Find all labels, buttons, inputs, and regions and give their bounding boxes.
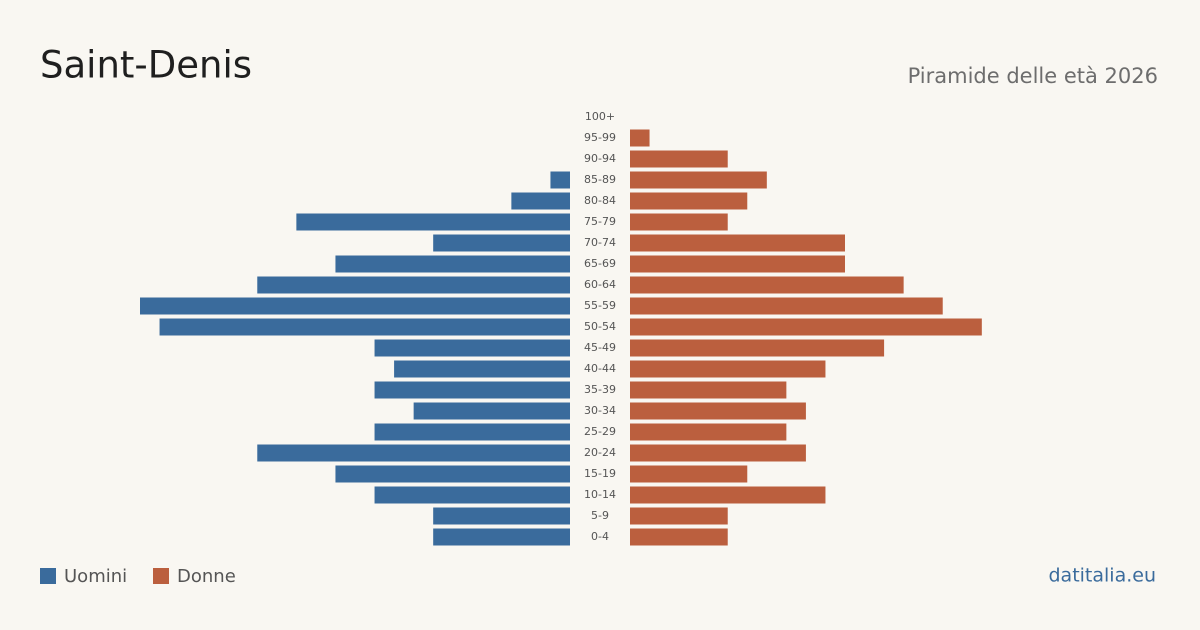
chart-subtitle: Piramide delle età 2026 xyxy=(908,64,1158,88)
age-label: 25-29 xyxy=(584,425,616,438)
age-label: 20-24 xyxy=(584,446,616,459)
age-label: 60-64 xyxy=(584,278,616,291)
bar xyxy=(630,297,943,315)
bar xyxy=(630,171,767,189)
bar xyxy=(159,318,570,336)
bar xyxy=(394,360,570,378)
age-label: 15-19 xyxy=(584,467,616,480)
bar xyxy=(630,423,787,441)
bar xyxy=(630,150,728,168)
legend-swatch xyxy=(153,568,169,584)
bar xyxy=(433,234,570,252)
bar xyxy=(630,318,982,336)
age-label: 85-89 xyxy=(584,173,616,186)
bar xyxy=(257,276,570,294)
bar xyxy=(630,486,826,504)
age-label: 0-4 xyxy=(591,530,609,543)
bar xyxy=(630,507,728,525)
bar xyxy=(140,297,570,315)
bar xyxy=(433,507,570,525)
bar xyxy=(630,339,885,357)
age-label: 50-54 xyxy=(584,320,616,333)
bar xyxy=(296,213,570,231)
bar xyxy=(550,171,570,189)
age-label: 40-44 xyxy=(584,362,616,375)
legend-label: Uomini xyxy=(64,566,127,587)
bar xyxy=(630,402,806,420)
bar xyxy=(335,255,570,273)
source: datitalia.eu xyxy=(1049,565,1157,587)
bar xyxy=(335,465,570,483)
age-label: 5-9 xyxy=(591,509,609,522)
bar xyxy=(630,234,845,252)
bar xyxy=(374,423,570,441)
bar xyxy=(511,192,570,210)
age-label: 70-74 xyxy=(584,236,616,249)
chart-title: Saint-Denis xyxy=(40,44,252,87)
bar xyxy=(630,465,748,483)
bar xyxy=(630,213,728,231)
age-label: 65-69 xyxy=(584,257,616,270)
bar xyxy=(257,444,570,462)
bar xyxy=(374,381,570,399)
age-label: 90-94 xyxy=(584,152,616,165)
bar xyxy=(433,528,570,546)
bar xyxy=(630,255,845,273)
age-label: 35-39 xyxy=(584,383,616,396)
bar xyxy=(630,360,826,378)
bar xyxy=(374,486,570,504)
bar xyxy=(413,402,570,420)
bar xyxy=(374,339,570,357)
bar xyxy=(630,129,650,147)
age-label: 80-84 xyxy=(584,194,616,207)
age-label: 55-59 xyxy=(584,299,616,312)
age-label: 45-49 xyxy=(584,341,616,354)
legend-label: Donne xyxy=(177,566,236,587)
bar xyxy=(630,444,806,462)
age-label: 100+ xyxy=(585,110,615,123)
age-label: 95-99 xyxy=(584,131,616,144)
age-label: 75-79 xyxy=(584,215,616,228)
legend-swatch xyxy=(40,568,56,584)
bar xyxy=(630,381,787,399)
bar xyxy=(630,528,728,546)
bar xyxy=(630,192,748,210)
age-label: 10-14 xyxy=(584,488,616,501)
bar xyxy=(630,276,904,294)
age-label: 30-34 xyxy=(584,404,616,417)
